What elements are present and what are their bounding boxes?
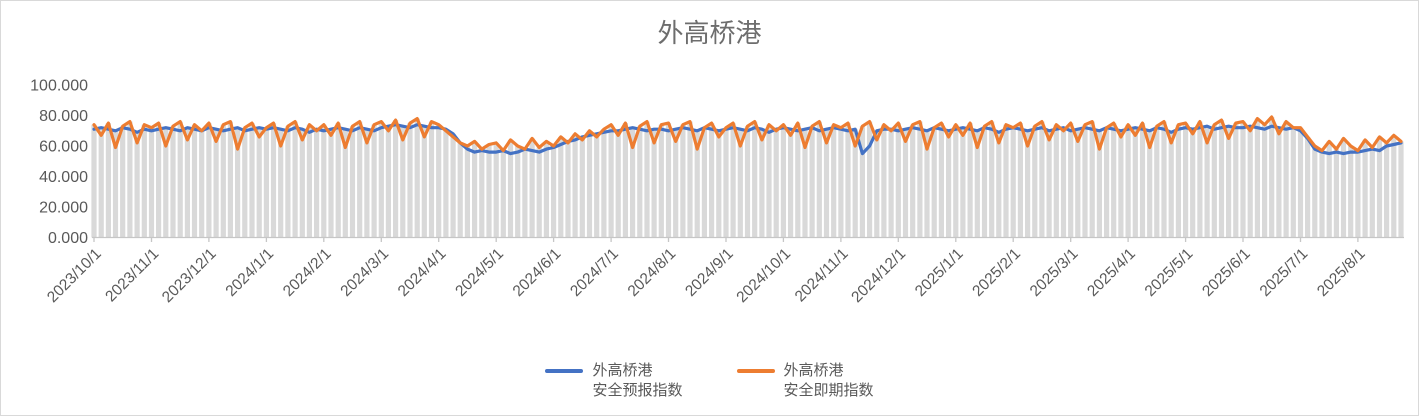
svg-text:2025/5/1: 2025/5/1	[1142, 245, 1197, 300]
legend-forecast-label-line1: 外高桥港	[592, 362, 653, 379]
svg-text:0.000: 0.000	[48, 230, 88, 247]
legend-forecast-label: 外高桥港安全预报指数	[592, 361, 682, 401]
svg-text:2025/6/1: 2025/6/1	[1199, 245, 1254, 300]
legend-item-forecast: 外高桥港安全预报指数	[545, 361, 683, 401]
svg-text:2025/3/1: 2025/3/1	[1027, 245, 1082, 300]
svg-text:2024/9/1: 2024/9/1	[682, 245, 737, 300]
svg-text:20.000: 20.000	[39, 200, 88, 217]
svg-text:80.000: 80.000	[39, 108, 88, 125]
series-line-spot	[92, 115, 1403, 153]
svg-text:2024/2/1: 2024/2/1	[280, 245, 335, 300]
svg-text:2024/3/1: 2024/3/1	[337, 245, 392, 300]
svg-text:2025/1/1: 2025/1/1	[912, 245, 967, 300]
svg-text:2025/7/1: 2025/7/1	[1257, 245, 1312, 300]
legend-spot-label: 外高桥港安全即期指数	[784, 361, 874, 401]
drop-lines-group	[91, 117, 1404, 238]
legend-forecast-label-line2: 安全预报指数	[592, 382, 683, 399]
svg-text:2024/7/1: 2024/7/1	[567, 245, 622, 300]
svg-text:2024/5/1: 2024/5/1	[452, 245, 507, 300]
svg-text:40.000: 40.000	[39, 169, 88, 186]
svg-text:60.000: 60.000	[39, 139, 88, 156]
svg-text:2024/12/1: 2024/12/1	[848, 245, 909, 306]
x-axis	[92, 236, 1404, 242]
chart-title: 外高桥港	[657, 18, 762, 48]
svg-text:2025/8/1: 2025/8/1	[1314, 245, 1369, 300]
legend: 外高桥港安全预报指数 外高桥港安全即期指数	[1, 361, 1418, 401]
svg-text:100.000: 100.000	[30, 78, 88, 95]
legend-item-spot: 外高桥港安全即期指数	[736, 361, 874, 401]
legend-spot-line-swatch-icon	[736, 369, 775, 373]
svg-text:2024/1/1: 2024/1/1	[223, 245, 278, 300]
svg-text:2023/11/1: 2023/11/1	[102, 245, 162, 305]
svg-text:2025/4/1: 2025/4/1	[1084, 245, 1139, 300]
svg-text:2023/12/1: 2023/12/1	[159, 245, 220, 306]
svg-text:2025/2/1: 2025/2/1	[969, 245, 1024, 300]
svg-text:2024/4/1: 2024/4/1	[395, 245, 450, 300]
svg-text:2023/10/1: 2023/10/1	[44, 245, 105, 306]
y-axis-labels: 0.000 20.000 40.000 60.000 80.000 100.000	[30, 78, 88, 248]
legend-spot-label-line1: 外高桥港	[783, 362, 844, 379]
legend-forecast-line-swatch-icon	[545, 369, 584, 373]
svg-text:2024/6/1: 2024/6/1	[510, 245, 565, 300]
svg-text:2024/11/1: 2024/11/1	[792, 245, 852, 305]
svg-text:2024/8/1: 2024/8/1	[625, 245, 680, 300]
svg-text:2024/10/1: 2024/10/1	[733, 245, 794, 306]
legend-spot-label-line2: 安全即期指数	[783, 382, 874, 399]
